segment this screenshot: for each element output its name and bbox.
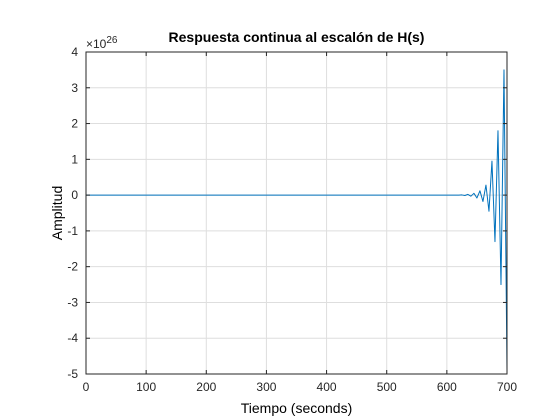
x-tick-label: 100: [136, 380, 156, 394]
y-tick-label: -3: [67, 295, 78, 309]
y-tick-label: 2: [71, 117, 78, 131]
y-tick-label: 3: [71, 81, 78, 95]
y-exponent-label: ×1026: [86, 35, 118, 51]
chart-title: Respuesta continua al escalón de H(s): [169, 29, 425, 45]
x-tick-label: 0: [83, 380, 90, 394]
x-tick-label: 600: [437, 380, 457, 394]
series-line: [86, 69, 508, 371]
axes-box: [85, 51, 508, 375]
x-axis-label: Tiempo (seconds): [241, 400, 353, 416]
y-tick-label: -1: [67, 224, 78, 238]
x-tick-label: 500: [377, 380, 397, 394]
y-tick-label: -5: [67, 367, 78, 381]
y-tick-label: 1: [71, 152, 78, 166]
y-tick-label: 0: [71, 188, 78, 202]
y-tick-label: 4: [71, 45, 78, 59]
x-tick-label: 200: [196, 380, 216, 394]
grid-lines: [85, 51, 508, 375]
x-tick-label: 300: [256, 380, 276, 394]
y-tick-label: -4: [67, 331, 78, 345]
x-tick-label: 700: [497, 380, 517, 394]
x-tick-label: 400: [317, 380, 337, 394]
plot-series: [86, 69, 508, 371]
y-axis-label: Amplitud: [49, 186, 65, 240]
axis-ticks: 0 100 200 300 400 500 600 700 4 3 2 1 0 -1 -2 -3 -4 -5: [67, 45, 517, 394]
y-tick-label: -2: [67, 260, 78, 274]
